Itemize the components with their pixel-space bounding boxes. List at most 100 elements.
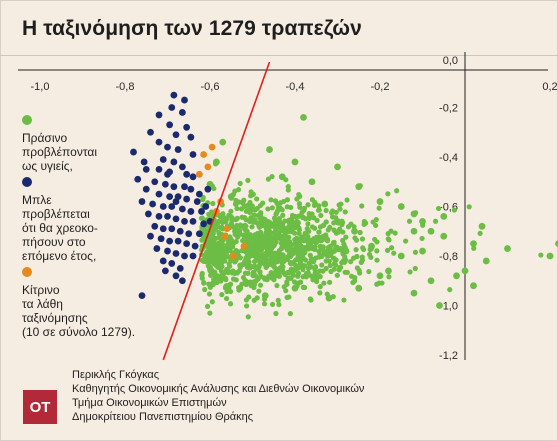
green-point (223, 253, 229, 260)
data-point (181, 252, 188, 260)
green-point (245, 255, 251, 261)
green-point (260, 240, 266, 246)
green-point (312, 270, 318, 276)
green-point (306, 228, 312, 234)
data-point (321, 200, 329, 208)
credit-line: Καθηγητής Οικονομικής Ανάλυσης και Διεθν… (72, 383, 365, 395)
data-point (170, 183, 178, 191)
green-point (238, 206, 245, 212)
green-point (321, 247, 327, 254)
data-point (144, 210, 152, 218)
y-tick-label: -0,2 (439, 103, 458, 115)
green-point (304, 235, 310, 241)
green-point (280, 239, 286, 245)
green-point (296, 225, 302, 231)
green-point (273, 257, 279, 263)
green-point (288, 204, 294, 211)
green-point (335, 229, 341, 235)
green-point (342, 209, 348, 215)
green-point (237, 262, 243, 268)
data-point (134, 175, 142, 183)
green-point (314, 217, 320, 223)
green-point (250, 191, 256, 197)
green-point (376, 280, 382, 286)
green-point (276, 216, 282, 222)
green-point (319, 262, 325, 268)
green-point (385, 236, 391, 242)
green-point (282, 229, 288, 235)
data-point (355, 284, 363, 292)
data-point (385, 267, 392, 275)
data-point (140, 158, 148, 166)
green-point (223, 295, 230, 302)
data-point (181, 183, 188, 191)
green-point (272, 198, 279, 204)
green-point (199, 215, 205, 221)
green-point (277, 205, 283, 211)
green-point (292, 247, 298, 253)
green-point (271, 262, 277, 268)
green-point (353, 237, 360, 243)
green-point (211, 239, 217, 245)
legend-entry: Πράσινο προβλέπονται ως υγιείς, (22, 115, 142, 173)
y-tick-label: -0,4 (439, 152, 458, 164)
data-point (419, 217, 426, 225)
data-point (174, 237, 182, 245)
green-point (199, 237, 205, 243)
green-point (384, 247, 391, 253)
data-point (195, 190, 203, 198)
data-point (189, 151, 197, 158)
data-point (183, 195, 191, 203)
green-point (331, 239, 337, 245)
y-tick-label: -0,8 (439, 251, 458, 263)
green-point (407, 269, 413, 275)
data-point (291, 158, 299, 166)
green-point (316, 229, 322, 235)
green-point (212, 226, 218, 232)
data-point (151, 222, 159, 230)
data-point (172, 250, 180, 257)
green-point (274, 282, 280, 289)
green-point (294, 235, 300, 241)
data-point (153, 245, 161, 252)
data-point (166, 193, 174, 201)
green-point (200, 196, 206, 203)
green-point (207, 267, 213, 273)
green-point (286, 239, 292, 245)
decision-boundary-line (162, 61, 271, 361)
green-point (233, 277, 239, 283)
green-point (295, 280, 302, 286)
data-point (453, 272, 460, 280)
green-point (233, 197, 239, 204)
green-point (337, 264, 343, 271)
data-point (172, 272, 180, 280)
data-point (185, 230, 193, 238)
green-point (245, 314, 251, 320)
data-point (240, 242, 248, 250)
green-point (317, 268, 323, 274)
green-point (301, 205, 308, 211)
green-point (209, 299, 215, 305)
data-point (130, 148, 137, 156)
green-point (217, 214, 224, 220)
data-point (172, 131, 180, 139)
green-point (206, 281, 212, 287)
green-point (201, 280, 207, 286)
green-point (269, 205, 276, 211)
green-point (224, 246, 231, 252)
green-point (324, 236, 330, 242)
data-point (219, 138, 227, 146)
green-point (286, 219, 292, 225)
data-point (161, 267, 169, 275)
green-point (466, 204, 472, 210)
data-point (147, 232, 154, 240)
green-point (374, 257, 380, 263)
green-point (284, 294, 290, 301)
green-point (394, 188, 400, 194)
green-point (282, 218, 288, 224)
data-point (191, 242, 199, 250)
green-point (245, 270, 251, 276)
green-point (208, 248, 215, 254)
data-point (161, 180, 169, 188)
data-point (183, 170, 191, 178)
